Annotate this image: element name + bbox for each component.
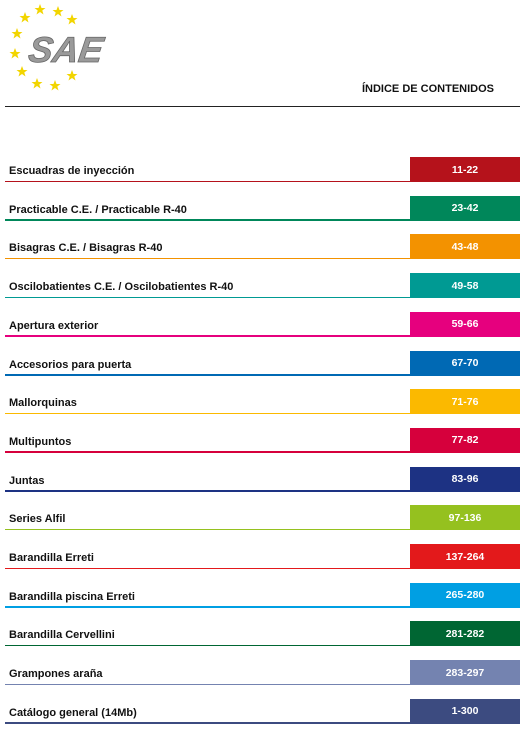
item-pages: 83-96 bbox=[410, 466, 520, 492]
toc-row[interactable]: Apertura exterior 59-66 bbox=[5, 311, 520, 337]
item-underline bbox=[5, 374, 410, 376]
item-underline bbox=[5, 219, 410, 221]
item-label: Oscilobatientes C.E. / Oscilobatientes R… bbox=[9, 281, 234, 294]
header-title: ÍNDICE DE CONTENIDOS bbox=[361, 83, 494, 95]
item-label: Juntas bbox=[9, 474, 45, 487]
item-pages: 283-297 bbox=[410, 660, 520, 686]
toc-row[interactable]: Barandilla Cervellini 281-282 bbox=[5, 621, 520, 647]
item-underline bbox=[5, 644, 410, 647]
item-label: Mallorquinas bbox=[9, 397, 77, 410]
item-label: Bisagras C.E. / Bisagras R-40 bbox=[9, 242, 163, 255]
item-pages: 23-42 bbox=[410, 195, 520, 221]
item-label: Barandilla piscina Erreti bbox=[9, 590, 135, 603]
item-underline bbox=[5, 490, 410, 492]
item-underline bbox=[5, 567, 410, 569]
item-underline bbox=[5, 451, 410, 453]
item-pages: 97-136 bbox=[410, 505, 520, 531]
toc-row[interactable]: Bisagras C.E. / Bisagras R-40 43-48 bbox=[5, 234, 520, 260]
stars bbox=[9, 4, 78, 91]
item-label: Accesorios para puerta bbox=[9, 358, 132, 371]
item-pages: 71-76 bbox=[410, 389, 520, 415]
item-underline bbox=[5, 722, 410, 724]
item-pages: 281-282 bbox=[410, 621, 520, 647]
item-pages: 137-264 bbox=[410, 544, 520, 569]
item-pages: 67-70 bbox=[410, 350, 520, 376]
toc-row[interactable]: Multipuntos 77-82 bbox=[5, 427, 520, 453]
item-underline bbox=[5, 606, 410, 608]
item-pages: 59-66 bbox=[410, 311, 520, 337]
item-pages: 43-48 bbox=[410, 234, 520, 260]
item-underline bbox=[5, 257, 410, 260]
item-label: Barandilla Erreti bbox=[9, 552, 94, 564]
logo-text: SAE bbox=[26, 29, 108, 70]
item-underline bbox=[5, 683, 410, 686]
logo: SAE bbox=[9, 4, 108, 91]
item-underline bbox=[5, 180, 410, 182]
header-rule bbox=[5, 106, 520, 107]
item-label: Apertura exterior bbox=[9, 319, 99, 332]
item-label: Grampones araña bbox=[9, 668, 103, 681]
toc-row[interactable]: Series Alfil 97-136 bbox=[5, 505, 520, 531]
toc-row[interactable]: Oscilobatientes C.E. / Oscilobatientes R… bbox=[5, 273, 520, 299]
toc-row[interactable]: Mallorquinas 71-76 bbox=[5, 389, 520, 415]
item-pages: 11-22 bbox=[410, 157, 520, 182]
item-pages: 1-300 bbox=[410, 698, 520, 724]
toc-row[interactable]: Barandilla Erreti 137-264 bbox=[5, 544, 520, 569]
item-label: Multipuntos bbox=[9, 435, 72, 448]
toc-row[interactable]: Accesorios para puerta 67-70 bbox=[5, 350, 520, 376]
toc-row[interactable]: Grampones araña 283-297 bbox=[5, 660, 520, 686]
item-label: Practicable C.E. / Practicable R-40 bbox=[9, 203, 187, 216]
toc-row[interactable]: Practicable C.E. / Practicable R-40 23-42 bbox=[5, 195, 520, 221]
toc-row[interactable]: Escuadras de inyección 11-22 bbox=[5, 157, 520, 182]
item-underline bbox=[5, 528, 410, 531]
item-underline bbox=[5, 296, 410, 299]
toc-row[interactable]: Juntas 83-96 bbox=[5, 466, 520, 492]
item-underline bbox=[5, 412, 410, 415]
item-underline bbox=[5, 335, 410, 337]
item-label: Escuadras de inyección bbox=[9, 165, 135, 177]
item-pages: 265-280 bbox=[410, 582, 520, 608]
item-label: Catálogo general (14Mb) bbox=[9, 706, 137, 719]
item-label: Series Alfil bbox=[9, 513, 66, 526]
item-label: Barandilla Cervellini bbox=[9, 629, 115, 642]
toc-row[interactable]: Catálogo general (14Mb) 1-300 bbox=[5, 698, 520, 724]
item-pages: 49-58 bbox=[410, 273, 520, 299]
item-pages: 77-82 bbox=[410, 427, 520, 453]
toc-row[interactable]: Barandilla piscina Erreti 265-280 bbox=[5, 582, 520, 608]
